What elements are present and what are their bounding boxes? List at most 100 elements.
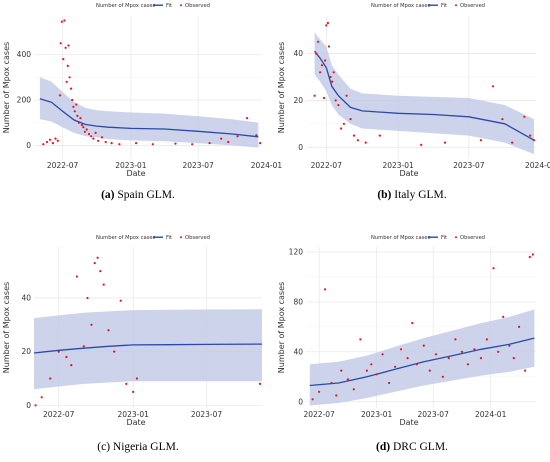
observed-points xyxy=(311,253,535,401)
observed-point-25 xyxy=(82,126,85,129)
observed-point-30 xyxy=(529,134,532,137)
observed-point-7 xyxy=(59,42,62,45)
observed-point-0 xyxy=(34,404,37,407)
x-tick-label-2: 2023-07 xyxy=(418,410,450,419)
chart-panel-3: Number of Mpox cases Fit Observed 0 20 40 2022… xyxy=(2,235,263,453)
legend-title: Number of Mpox cases xyxy=(96,235,156,241)
legend-observed-label: Observed xyxy=(185,235,210,241)
y-axis-title: Number of Mpox cases xyxy=(277,282,286,373)
legend-observed-label: Observed xyxy=(460,3,485,9)
confidence-band xyxy=(34,309,262,390)
observed-point-11 xyxy=(331,80,334,83)
observed-point-29 xyxy=(90,135,93,138)
observed-point-18 xyxy=(72,105,75,108)
caption-text: Spain GLM. xyxy=(115,189,176,201)
observed-point-16 xyxy=(342,122,345,125)
fit-line xyxy=(33,343,263,354)
legend: Number of Mpox cases Fit Observed xyxy=(371,235,485,241)
y-tick-label-0: 0 xyxy=(298,397,303,406)
observed-point-32 xyxy=(502,315,505,318)
observed-point-1 xyxy=(45,140,49,144)
observed-point-14 xyxy=(337,104,340,107)
legend-observed-label: Observed xyxy=(185,3,210,9)
observed-point-29 xyxy=(523,115,526,118)
y-tick-label-0: 0 xyxy=(26,141,31,150)
observed-point-46 xyxy=(255,134,258,137)
observed-point-7 xyxy=(82,345,85,348)
observed-point-22 xyxy=(378,134,381,137)
chart-panel-2: Number of Mpox cases Fit Observed 0 20 40 2022… xyxy=(277,3,550,201)
observed-point-20 xyxy=(75,103,78,106)
confidence-band xyxy=(314,32,534,155)
x-tick-label-3: 2024-01 xyxy=(251,161,283,170)
observed-point-20 xyxy=(356,139,359,142)
observed-point-20 xyxy=(428,369,431,372)
y-axis-title: Number of Mpox cases xyxy=(2,42,11,133)
observed-point-34 xyxy=(512,357,515,360)
observed-point-42 xyxy=(220,137,223,140)
y-tick-label-1: 200 xyxy=(17,95,32,104)
observed-point-26 xyxy=(466,363,469,366)
observed-point-1 xyxy=(318,390,321,393)
observed-point-19 xyxy=(352,134,356,137)
observed-point-23 xyxy=(447,357,450,360)
observed-point-22 xyxy=(441,375,444,378)
x-tick-label-3: 2024-01 xyxy=(475,410,507,419)
observed-point-45 xyxy=(246,117,249,120)
observed-point-38 xyxy=(531,253,535,256)
observed-point-3 xyxy=(57,350,60,353)
observed-point-13 xyxy=(334,99,337,102)
observed-point-39 xyxy=(174,142,177,145)
caption-text: Italy GLM. xyxy=(391,189,446,201)
observed-point-40 xyxy=(191,143,194,146)
observed-points xyxy=(34,256,262,407)
y-tick-label-2: 80 xyxy=(293,297,303,306)
observed-point-20 xyxy=(258,382,262,385)
observed-point-4 xyxy=(65,355,68,359)
x-tick-label-0: 2022-07 xyxy=(311,161,343,170)
y-tick-label-0: 0 xyxy=(26,401,31,410)
observed-point-0 xyxy=(42,143,45,146)
observed-point-4 xyxy=(335,394,338,397)
observed-points xyxy=(313,21,536,146)
observed-point-19 xyxy=(422,344,425,347)
observed-point-15 xyxy=(68,76,71,79)
observed-point-8 xyxy=(86,296,89,300)
observed-point-27 xyxy=(501,118,504,121)
observed-point-1 xyxy=(315,52,318,55)
observed-point-31 xyxy=(497,350,500,353)
observed-point-3 xyxy=(319,71,322,74)
legend-observed-swatch xyxy=(455,236,457,239)
observed-point-17 xyxy=(345,94,348,97)
observed-point-35 xyxy=(518,325,521,328)
observed-point-4 xyxy=(54,137,57,140)
chart-panel-4: Number of Mpox cases Fit Observed 0 40 80 120 2… xyxy=(277,235,536,453)
y-tick-label-1: 20 xyxy=(293,96,303,105)
observed-point-6 xyxy=(58,94,62,97)
observed-point-5 xyxy=(340,369,343,372)
observed-point-16 xyxy=(406,357,409,360)
observed-point-47 xyxy=(259,142,262,145)
observed-point-25 xyxy=(460,350,463,353)
chart-panel-1: Number of Mpox cases Fit Observed 0 200 400 20… xyxy=(2,3,282,201)
observed-point-30 xyxy=(92,137,95,140)
x-tick-label-1: 2023-01 xyxy=(118,410,150,419)
caption-label: (d) xyxy=(376,441,390,453)
observed-point-34 xyxy=(104,140,107,144)
fit-line xyxy=(39,98,259,138)
legend-title: Number of Mpox cases xyxy=(371,235,431,241)
observed-point-12 xyxy=(381,353,384,356)
observed-point-18 xyxy=(349,118,352,121)
observed-point-6 xyxy=(346,378,349,381)
observed-point-35 xyxy=(110,142,113,145)
legend-observed-swatch xyxy=(180,236,182,239)
x-axis-title: Date xyxy=(399,169,418,178)
observed-point-38 xyxy=(151,143,154,146)
observed-point-8 xyxy=(359,338,362,341)
observed-point-27 xyxy=(85,128,88,131)
observed-point-41 xyxy=(208,142,211,145)
observed-point-7 xyxy=(352,388,355,391)
caption-text: (c) Nigeria GLM. xyxy=(97,441,179,453)
caption-label: (a) xyxy=(101,189,115,201)
observed-point-10 xyxy=(370,363,373,366)
